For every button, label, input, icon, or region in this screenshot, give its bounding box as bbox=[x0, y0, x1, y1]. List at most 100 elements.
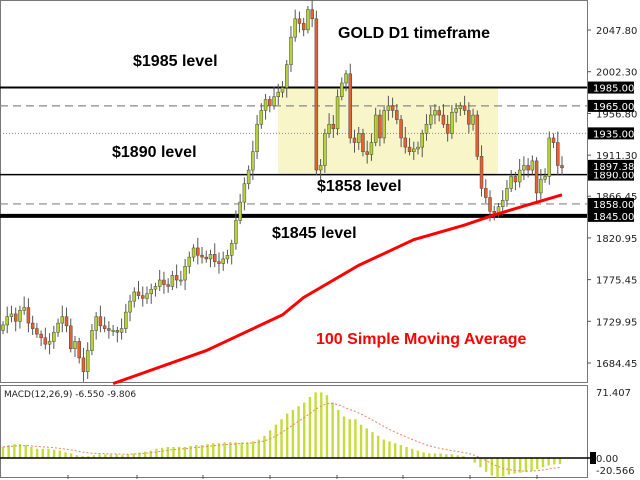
macd-histogram-bar bbox=[382, 439, 386, 458]
bearish-candle bbox=[556, 142, 560, 166]
macd-pane-frame bbox=[0, 385, 588, 478]
bullish-candle bbox=[369, 142, 374, 155]
bearish-candle bbox=[462, 105, 467, 111]
bearish-candle bbox=[107, 328, 111, 331]
bullish-candle bbox=[47, 341, 52, 345]
bullish-candle bbox=[18, 310, 22, 322]
bullish-candle bbox=[187, 256, 192, 267]
bullish-candle bbox=[382, 110, 386, 139]
bullish-candle bbox=[128, 300, 132, 313]
macd-histogram-bar bbox=[422, 452, 425, 458]
bullish-candle bbox=[221, 258, 225, 264]
bearish-candle bbox=[43, 337, 48, 345]
current-price-tag: 1897.38 bbox=[593, 162, 634, 173]
level-price-tag-1845-00-bg bbox=[588, 209, 634, 222]
macd-histogram-bar bbox=[70, 453, 73, 458]
bullish-candle bbox=[246, 169, 251, 185]
macd-histogram-bar bbox=[428, 453, 431, 458]
bullish-candle bbox=[509, 176, 513, 189]
bullish-candle bbox=[433, 110, 437, 116]
macd-histogram-bar bbox=[257, 439, 260, 458]
bullish-candle bbox=[111, 330, 115, 332]
level-price-tag-1858-00: 1858.00 bbox=[593, 200, 634, 211]
macd-histogram-bar bbox=[507, 458, 511, 475]
bullish-candle bbox=[124, 311, 128, 329]
bearish-candle bbox=[64, 316, 69, 327]
macd-histogram-bar bbox=[536, 458, 539, 470]
bearish-candle bbox=[361, 133, 365, 152]
bullish-candle bbox=[9, 313, 14, 317]
price-tick-label: 1775.45 bbox=[596, 276, 637, 287]
macd-histogram-bar bbox=[132, 453, 135, 458]
macd-histogram-bar bbox=[411, 448, 414, 458]
price-tick-label: 1956.80 bbox=[596, 109, 637, 120]
bearish-candle bbox=[534, 160, 539, 194]
macd-histogram-bar bbox=[308, 396, 312, 458]
price-tick-label: 1820.95 bbox=[596, 234, 637, 245]
macd-histogram-bar bbox=[104, 454, 107, 458]
bearish-candle bbox=[200, 255, 204, 258]
macd-histogram-bar bbox=[240, 442, 243, 458]
bullish-candle bbox=[225, 255, 230, 260]
macd-histogram-bar bbox=[433, 453, 437, 458]
bullish-candle bbox=[52, 332, 56, 342]
bullish-candle bbox=[318, 165, 323, 171]
bullish-candle bbox=[285, 64, 289, 88]
macd-histogram-bar bbox=[234, 442, 238, 458]
bullish-candle bbox=[471, 114, 475, 125]
macd-histogram-bar bbox=[1, 446, 5, 458]
bearish-candle bbox=[268, 99, 272, 107]
bullish-candle bbox=[500, 200, 505, 207]
bearish-candle bbox=[479, 156, 484, 189]
macd-histogram-bar bbox=[75, 455, 79, 458]
macd-histogram-bar bbox=[143, 451, 147, 458]
bearish-candle bbox=[467, 110, 471, 125]
bearish-candle bbox=[30, 322, 35, 329]
macd-histogram-bar bbox=[371, 432, 374, 458]
bullish-candle bbox=[420, 133, 424, 148]
bullish-candle bbox=[344, 73, 348, 84]
macd-histogram-bar bbox=[246, 442, 249, 458]
macd-histogram-bar bbox=[263, 435, 266, 458]
bullish-candle bbox=[293, 18, 297, 38]
bullish-candle bbox=[323, 133, 327, 166]
macd-histogram-bar bbox=[58, 450, 62, 458]
bearish-candle bbox=[39, 333, 43, 339]
macd-histogram-bar bbox=[547, 458, 550, 466]
macd-histogram-bar bbox=[268, 430, 272, 458]
macd-histogram-bar bbox=[217, 443, 221, 458]
level-annotation-1985: $1985 level bbox=[133, 53, 218, 70]
bullish-candle bbox=[145, 293, 149, 299]
bullish-candle bbox=[251, 151, 255, 171]
bullish-candle bbox=[119, 328, 124, 333]
macd-histogram-bar bbox=[490, 458, 493, 476]
bearish-candle bbox=[352, 137, 357, 143]
macd-histogram-bar bbox=[484, 458, 488, 472]
bullish-candle bbox=[327, 123, 331, 134]
bullish-candle bbox=[543, 176, 547, 180]
bearish-candle bbox=[526, 165, 530, 171]
level-annotation-1845: $1845 level bbox=[272, 225, 357, 242]
bullish-candle bbox=[85, 350, 90, 372]
price-tick-label: 2047.80 bbox=[596, 26, 637, 37]
bearish-candle bbox=[475, 114, 480, 157]
macd-histogram-bar bbox=[297, 406, 300, 458]
price-tick-label: 1729.95 bbox=[596, 317, 637, 328]
macd-histogram-bar bbox=[524, 458, 528, 472]
bullish-candle bbox=[547, 137, 552, 177]
macd-histogram-bar bbox=[212, 443, 215, 458]
bearish-candle bbox=[310, 9, 314, 20]
bullish-candle bbox=[5, 316, 9, 326]
bullish-candle bbox=[153, 286, 158, 290]
macd-histogram-bar bbox=[303, 402, 306, 458]
macd-histogram-bar bbox=[195, 445, 198, 458]
macd-histogram-bar bbox=[200, 445, 204, 458]
chart-title: GOLD D1 timeframe bbox=[338, 25, 490, 42]
bearish-candle bbox=[136, 291, 141, 296]
bullish-candle bbox=[229, 243, 234, 256]
macd-histogram-bar bbox=[172, 446, 175, 458]
macd-histogram-bar bbox=[405, 446, 408, 458]
macd-histogram-bar bbox=[274, 424, 278, 458]
macd-histogram-bar bbox=[138, 452, 141, 458]
